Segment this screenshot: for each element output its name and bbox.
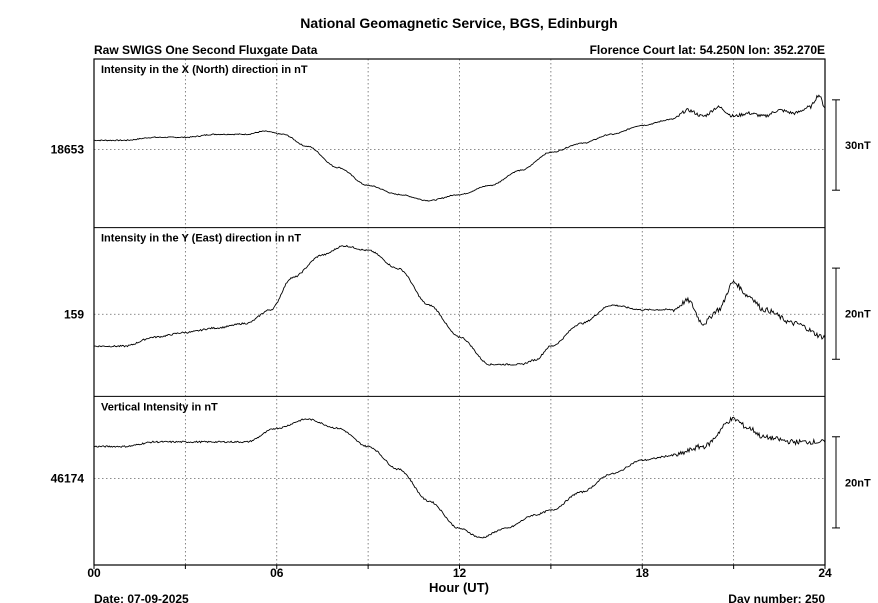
chart-title: National Geomagnetic Service, BGS, Edinb…	[300, 15, 617, 31]
x-tick-label: 12	[453, 566, 467, 580]
panel-label: Intensity in the X (North) direction in …	[101, 64, 308, 76]
baseline-value-label: 18653	[51, 142, 85, 156]
x-tick-label: 06	[270, 566, 284, 580]
panel-label: Vertical Intensity in nT	[101, 401, 218, 413]
data-series-line	[94, 94, 826, 202]
x-axis-ticks: 00 06 12 18 24	[87, 565, 832, 580]
panel-1: 18653 Intensity in the X (North) directio…	[51, 64, 871, 202]
panel-label: Intensity in the Y (East) direction in n…	[101, 233, 301, 245]
panel-2: 159 Intensity in the Y (East) direction i…	[64, 227, 871, 366]
chart-panels: 18653 Intensity in the X (North) directio…	[51, 64, 871, 539]
data-series-line	[93, 416, 826, 539]
x-tick-label: 18	[636, 566, 650, 580]
day-number-label: Day number: 250	[728, 592, 825, 603]
baseline-value-label: 46174	[51, 471, 85, 485]
data-series-line	[93, 244, 826, 366]
scale-bar-label: 20nT	[845, 309, 871, 321]
panel-3: 46174 Vertical Intensity in nT 20nT	[51, 395, 871, 539]
scale-bar-label: 20nT	[845, 477, 871, 489]
grid-lines	[184, 59, 735, 565]
x-axis-title: Hour (UT)	[429, 580, 489, 595]
date-label: Date: 07-09-2025	[94, 592, 189, 603]
scale-bar-label: 30nT	[845, 140, 871, 152]
station-location-label: Florence Court lat: 54.250N lon: 352.270…	[590, 43, 825, 57]
data-source-label: Raw SWIGS One Second Fluxgate Data	[94, 43, 318, 57]
x-tick-label: 00	[87, 566, 101, 580]
x-tick-label: 24	[818, 566, 832, 580]
baseline-value-label: 159	[64, 307, 84, 321]
